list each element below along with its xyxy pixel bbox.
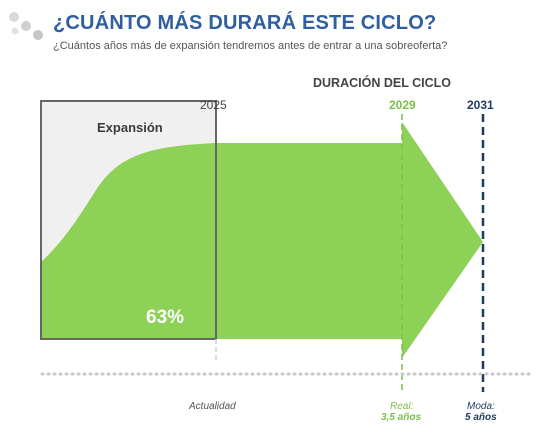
marker-real-label-line2: 3,5 años [381,412,421,423]
expansion-label: Expansión [97,120,163,135]
expansion-arrow-shape [41,122,483,358]
page-title: ¿CUÁNTO MÁS DURARÁ ESTE CICLO? [53,12,437,34]
year-current-label: 2025 [200,98,227,112]
expansion-box-border [40,100,217,340]
cycle-heading: DURACIÓN DEL CICLO [313,75,451,90]
percent-label: 63% [146,307,184,328]
page-subtitle: ¿Cuántos años más de expansión tendremos… [53,40,448,52]
year-real-label: 2029 [389,98,416,112]
marker-mode-label-line2: 5 años [465,412,497,423]
marker-current-label: Actualidad [188,401,236,412]
marker-real-label-line1: Real: [390,401,414,412]
marker-mode-label-line1: Moda: [467,401,495,412]
decorative-dots-icon [9,12,43,40]
year-mode-label: 2031 [467,98,494,112]
